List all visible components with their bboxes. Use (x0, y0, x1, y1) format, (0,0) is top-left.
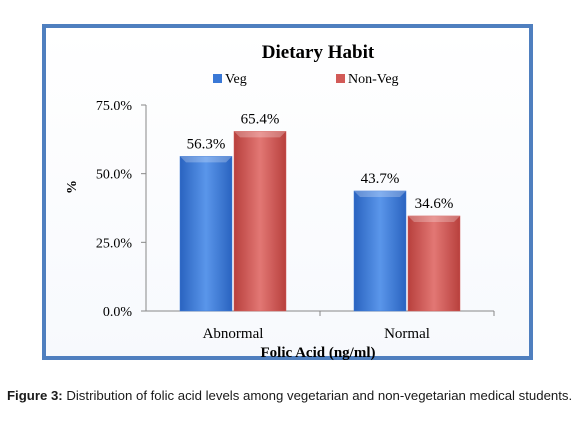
y-tick-label: 75.0% (96, 99, 133, 114)
bar-non-veg-abnormal (233, 131, 287, 312)
bar-top-bevel (354, 190, 406, 197)
x-tick-label-normal: Normal (384, 326, 430, 342)
bars: 56.3% 65.4% 43.7% 34.6% (179, 111, 461, 312)
chart-title: Dietary Habit (262, 42, 375, 63)
legend-swatch-non-veg (336, 74, 345, 83)
y-axis-label: % (65, 180, 80, 194)
data-label-non-veg-abnormal: 65.4% (241, 111, 280, 127)
data-label-veg-normal: 43.7% (361, 171, 400, 187)
y-tick-label: 0.0% (103, 305, 133, 320)
legend-swatch-veg (213, 74, 222, 83)
caption-label: Figure 3: (7, 388, 63, 403)
legend-label-veg: Veg (225, 72, 247, 87)
legend-label-non-veg: Non-Veg (348, 72, 399, 87)
bar-non-veg-normal (407, 215, 461, 312)
y-tick-label: 50.0% (96, 168, 133, 183)
y-ticks: 0.0% 25.0% 50.0% 75.0% (96, 99, 146, 320)
data-label-non-veg-normal: 34.6% (415, 196, 454, 212)
bar-veg-abnormal (179, 156, 233, 312)
caption-text: Distribution of folic acid levels among … (62, 388, 573, 403)
bar-top-bevel (180, 156, 232, 163)
bar-veg-normal (353, 190, 407, 312)
figure-caption: Figure 3: Distribution of folic acid lev… (7, 386, 573, 406)
x-ticks: Abnormal Normal (203, 311, 495, 342)
x-axis-label: Folic Acid (ng/ml) (261, 345, 376, 361)
bar-top-bevel (408, 215, 460, 222)
bar-top-bevel (234, 131, 286, 138)
legend: Veg Non-Veg (213, 72, 399, 87)
y-tick-label: 25.0% (96, 236, 133, 251)
data-label-veg-abnormal: 56.3% (187, 136, 226, 152)
x-tick-label-abnormal: Abnormal (203, 326, 264, 342)
